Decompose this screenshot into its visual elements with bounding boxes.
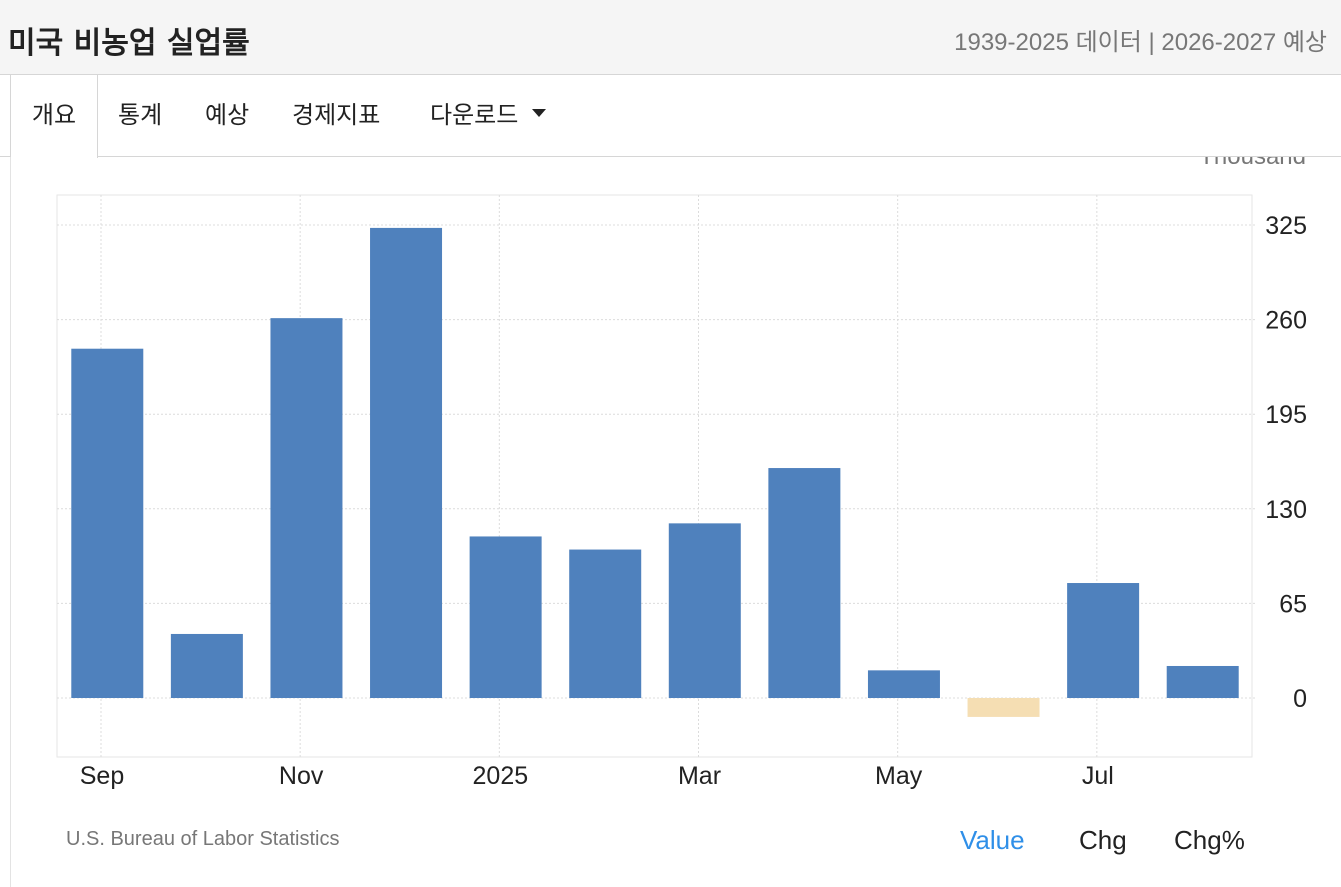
mode-value-button[interactable]: Value (960, 825, 1025, 855)
plot-frame (56, 194, 1253, 758)
bar (668, 523, 741, 698)
caret-down-icon (532, 109, 547, 117)
y-tick-label: 260 (1265, 307, 1307, 335)
tab-statistics[interactable]: 통계 (118, 101, 163, 129)
tab-bar: 개요 통계 예상 경제지표 다운로드 (0, 75, 1341, 158)
x-tick-label: May (875, 762, 923, 790)
x-tick-label: Mar (678, 762, 721, 790)
chart-grid (56, 194, 1256, 758)
bar (967, 698, 1040, 717)
y-tick-label: 65 (1279, 590, 1307, 618)
page-header: 미국 비농업 실업률 1939-2025 데이터 | 2026-2027 예상 (0, 0, 1341, 75)
bar (1067, 583, 1140, 698)
bar (1166, 665, 1239, 698)
tab-overview[interactable]: 개요 (10, 75, 98, 158)
tab-download-label: 다운로드 (430, 101, 519, 129)
y-tick-label: 0 (1293, 685, 1307, 713)
y-axis-ticks: 0 65 130 195 260 325 (1265, 212, 1307, 713)
content-divider (10, 157, 11, 887)
bar (170, 633, 243, 698)
x-tick-label: Nov (279, 762, 324, 790)
chart-bars (71, 227, 1239, 717)
bar (270, 318, 343, 698)
bar (867, 670, 940, 698)
bar-chart: 0 65 130 195 260 325 Sep Nov 2025 Mar May Jul (56, 194, 1307, 790)
data-source[interactable]: U.S. Bureau of Labor Statistics (66, 828, 340, 850)
unit-label-clip: Thousand (1190, 157, 1320, 169)
unit-label: Thousand (1199, 157, 1306, 169)
x-tick-label: 2025 (473, 762, 529, 790)
x-axis-ticks: Sep Nov 2025 Mar May Jul (80, 762, 1114, 790)
mode-chgpct-button[interactable]: Chg% (1174, 825, 1245, 855)
x-tick-label: Sep (80, 762, 124, 790)
y-tick-label: 130 (1265, 496, 1307, 524)
page-title: 미국 비농업 실업률 (8, 26, 250, 61)
y-tick-label: 325 (1265, 212, 1307, 240)
bar (469, 536, 542, 698)
tab-forecast[interactable]: 예상 (205, 101, 250, 129)
bar (768, 468, 841, 698)
data-range-info: 1939-2025 데이터 | 2026-2027 예상 (954, 29, 1327, 56)
x-tick-label: Jul (1082, 762, 1114, 790)
bar (569, 549, 642, 698)
bar (370, 227, 443, 698)
y-tick-label: 195 (1265, 401, 1307, 429)
bar (71, 348, 144, 698)
mode-chg-button[interactable]: Chg (1079, 825, 1127, 855)
tab-download[interactable]: 다운로드 (430, 75, 547, 157)
tab-indicators[interactable]: 경제지표 (292, 101, 381, 129)
